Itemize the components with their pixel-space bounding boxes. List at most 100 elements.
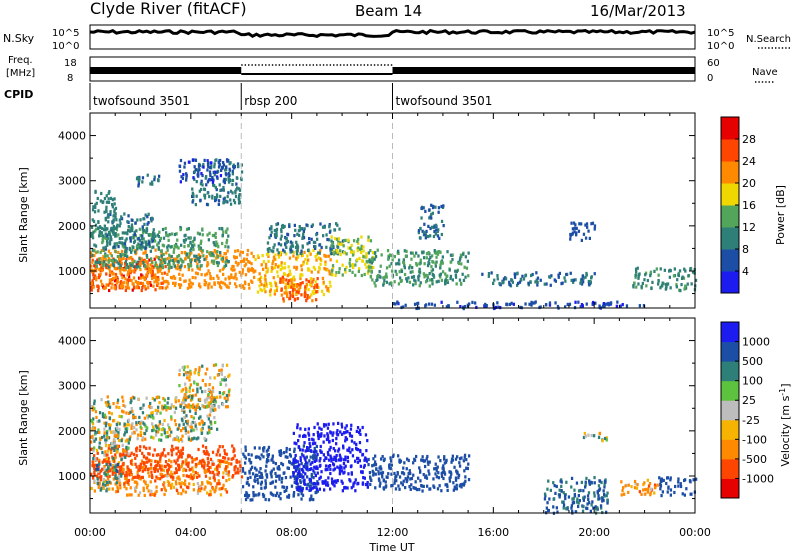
- echo-cell: [133, 431, 136, 435]
- echo-cell: [118, 241, 121, 245]
- echo-cell: [116, 421, 120, 425]
- echo-cell: [306, 448, 309, 452]
- echo-cell: [122, 471, 125, 475]
- echo-cell: [264, 274, 267, 278]
- echo-cell: [107, 220, 110, 224]
- echo-cell: [235, 460, 238, 464]
- echo-cell: [659, 267, 662, 271]
- echo-cell: [587, 491, 591, 495]
- echo-cell: [175, 446, 178, 450]
- echo-cell: [304, 258, 307, 262]
- echo-cell: [246, 253, 249, 257]
- echo-cell: [191, 466, 194, 470]
- echo-cell: [425, 280, 428, 284]
- echo-cell: [689, 492, 692, 496]
- echo-cell: [121, 285, 125, 289]
- echo-cell: [176, 259, 179, 264]
- echo-cell: [241, 268, 244, 272]
- echo-cell: [337, 242, 340, 246]
- echo-cell: [184, 398, 187, 402]
- echo-cell: [161, 451, 164, 455]
- echo-cell: [299, 285, 302, 289]
- echo-cell: [120, 261, 123, 265]
- echo-cell: [400, 269, 404, 273]
- echo-cell: [215, 260, 219, 265]
- echo-cell: [112, 431, 115, 435]
- echo-cell: [164, 226, 167, 231]
- echo-cell: [695, 477, 698, 481]
- echo-cell: [133, 232, 136, 236]
- echo-cell: [132, 285, 136, 289]
- echo-cell: [366, 439, 369, 443]
- echo-cell: [293, 284, 297, 288]
- echo-cell: [264, 278, 267, 282]
- echo-cell: [364, 482, 368, 487]
- echo-cell: [438, 236, 441, 240]
- echo-cell: [224, 468, 228, 472]
- echo-cell: [151, 276, 154, 281]
- echo-cell: [149, 281, 152, 285]
- echo-cell: [260, 282, 263, 286]
- echo-cell: [140, 247, 143, 251]
- echo-cell: [103, 228, 106, 232]
- echo-cell: [285, 290, 288, 294]
- echo-cell: [327, 289, 330, 293]
- echo-cell: [342, 444, 345, 448]
- echo-cell: [385, 275, 388, 279]
- echo-cell: [297, 493, 300, 497]
- echo-cell: [289, 245, 292, 249]
- echo-cell: [314, 482, 317, 486]
- echo-cell: [110, 258, 113, 263]
- echo-cell: [211, 386, 215, 390]
- echo-cell: [304, 462, 307, 467]
- echo-cell: [241, 271, 244, 275]
- echo-cell: [216, 427, 219, 431]
- echo-cell: [227, 375, 230, 379]
- echo-cell: [178, 373, 181, 377]
- echo-cell: [450, 460, 453, 464]
- echo-cell: [217, 471, 220, 475]
- echo-cell: [504, 277, 508, 281]
- echo-cell: [161, 263, 164, 267]
- echo-cell: [452, 481, 455, 485]
- echo-cell: [197, 253, 200, 257]
- echo-cell: [325, 254, 328, 258]
- echo-cell: [152, 425, 155, 429]
- echo-cell: [193, 243, 196, 247]
- echo-cell: [214, 467, 217, 471]
- echo-cell: [314, 449, 317, 453]
- echo-cell: [435, 228, 438, 232]
- echo-cell: [422, 272, 425, 276]
- echo-cell: [422, 256, 426, 260]
- echo-cell: [291, 241, 294, 245]
- echo-cell: [207, 286, 210, 290]
- echo-cell: [155, 411, 158, 415]
- echo-cell: [144, 465, 148, 469]
- echo-cell: [221, 486, 225, 490]
- echo-cell: [279, 268, 282, 272]
- echo-cell: [201, 481, 204, 485]
- echo-cell: [163, 481, 166, 485]
- echo-cell: [315, 487, 318, 491]
- echo-cell: [586, 494, 590, 498]
- echo-cell: [592, 506, 595, 510]
- echo-cell: [175, 435, 179, 439]
- echo-cell: [150, 489, 153, 493]
- echo-cell: [303, 250, 306, 254]
- echo-cell: [333, 251, 336, 255]
- echo-cell: [387, 257, 390, 261]
- echo-cell: [135, 229, 138, 233]
- echo-cell: [96, 477, 99, 481]
- echo-cell: [593, 476, 596, 480]
- echo-cell: [309, 485, 312, 489]
- echo-cell: [225, 259, 229, 263]
- echo-cell: [582, 435, 586, 440]
- echo-cell: [143, 285, 147, 289]
- echo-cell: [184, 459, 188, 463]
- echo-cell: [462, 278, 466, 282]
- echo-cell: [103, 254, 107, 258]
- echo-cell: [206, 191, 209, 195]
- echo-cell: [216, 472, 219, 476]
- echo-cell: [190, 394, 194, 398]
- echo-cell: [133, 396, 136, 400]
